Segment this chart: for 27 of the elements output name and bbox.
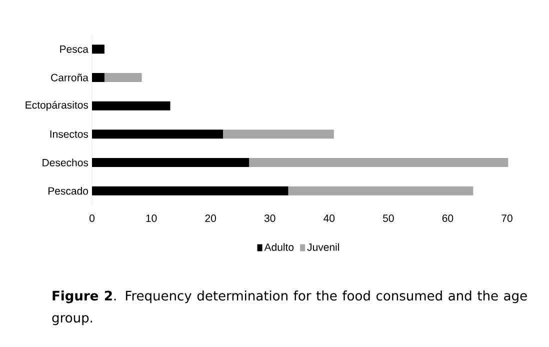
text: Figure 2. Frequency determination for the food consumed and the age group. [52,290,527,326]
x-tick-label: 70 [502,214,512,222]
bar [92,158,250,167]
bar [92,186,288,196]
bar [92,72,104,82]
bar [92,44,104,54]
bar [288,186,474,196]
x-tick-label: 0 [89,214,95,222]
bar [104,72,142,82]
y-tick-label: Pesca [60,46,88,53]
bar [92,130,224,139]
x-tick-label: 50 [383,214,394,222]
y-tick-label: Desechos [42,158,88,166]
legend-label: Adulto [264,243,294,251]
x-tick-label: 30 [264,214,276,222]
legend-label: Juvenil [307,243,340,251]
y-tick-label: Ectopárasitos [26,100,88,111]
bar [249,158,508,167]
x-tick-label: 40 [324,214,335,222]
bar [92,101,170,110]
bar [223,130,334,139]
y-tick-label: Pescado [48,186,88,195]
y-tick-label: Carroña [51,74,88,82]
y-tick-label: Insectos [50,130,88,138]
x-tick-label: 20 [205,214,216,222]
x-tick-label: 10 [146,214,157,222]
x-tick-label: 60 [442,214,454,222]
